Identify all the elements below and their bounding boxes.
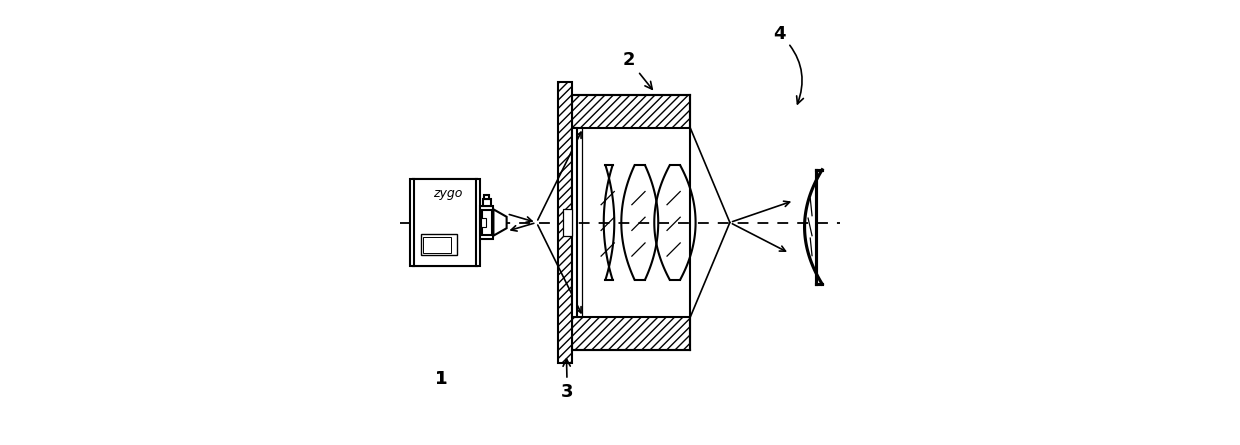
Bar	[572, 128, 577, 317]
Bar	[572, 317, 691, 350]
Bar	[476, 178, 480, 267]
Text: 3: 3	[560, 359, 574, 400]
Text: 2: 2	[622, 51, 652, 89]
Bar	[413, 178, 477, 267]
Text: zygo: zygo	[433, 187, 463, 200]
Bar	[423, 237, 451, 253]
Bar	[558, 82, 572, 363]
Bar	[410, 178, 414, 267]
Bar	[480, 206, 494, 239]
Bar	[482, 199, 491, 206]
Bar	[484, 195, 490, 199]
Text: 1: 1	[435, 369, 448, 388]
Text: 1: 1	[435, 369, 448, 388]
Bar	[413, 259, 477, 267]
Polygon shape	[494, 209, 507, 236]
Bar	[572, 95, 691, 128]
Text: 4: 4	[773, 24, 804, 104]
Bar	[481, 218, 486, 227]
Bar	[482, 210, 492, 235]
Bar	[413, 178, 477, 186]
Bar	[563, 209, 572, 236]
Bar	[420, 235, 458, 255]
